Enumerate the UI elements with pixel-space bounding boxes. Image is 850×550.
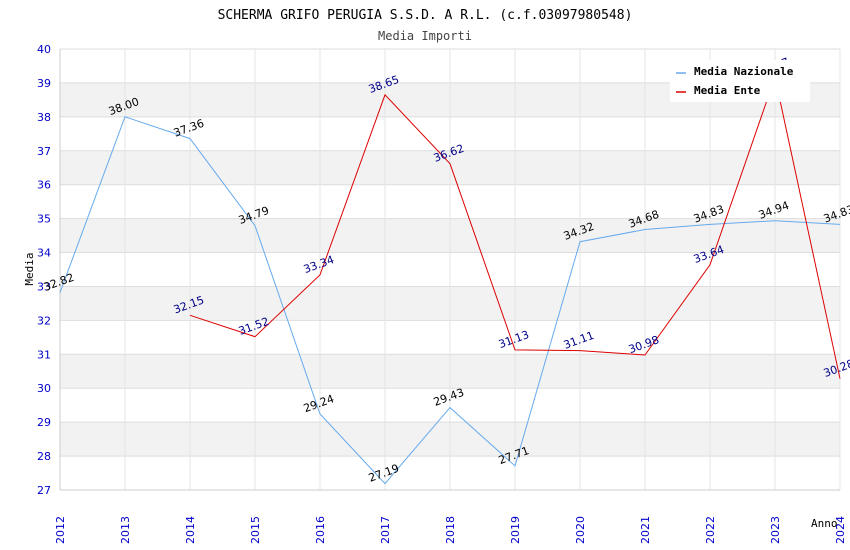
y-tick-label: 37: [37, 145, 51, 158]
x-tick-label: 2017: [379, 516, 392, 544]
x-tick-label: 2013: [119, 516, 132, 544]
legend: Media Nazionale Media Ente: [670, 60, 810, 102]
x-tick-label: 2012: [54, 516, 67, 544]
y-tick-label: 27: [37, 484, 51, 497]
x-tick-label: 2022: [704, 516, 717, 544]
x-axis-label: Anno: [811, 517, 838, 530]
y-tick-label: 36: [37, 179, 51, 192]
y-tick-label: 38: [37, 111, 51, 124]
y-tick-label: 29: [37, 416, 51, 429]
y-tick-label: 39: [37, 77, 51, 90]
y-tick-label: 30: [37, 382, 51, 395]
y-tick-label: 35: [37, 213, 51, 226]
x-tick-label: 2016: [314, 516, 327, 544]
y-tick-label: 33: [37, 280, 51, 293]
y-tick-label: 34: [37, 247, 51, 260]
y-tick-label: 31: [37, 348, 51, 361]
y-tick-label: 28: [37, 450, 51, 463]
x-tick-label: 2019: [509, 516, 522, 544]
y-tick-label: 32: [37, 314, 51, 327]
gridlines: [59, 48, 841, 491]
y-axis-label: Media: [23, 252, 36, 285]
x-tick-label: 2023: [769, 516, 782, 544]
x-axis-ticks: 2012 2013 2014 2015 2016 2017 2018 2019 2020 2021…: [54, 516, 847, 544]
x-tick-label: 2018: [444, 516, 457, 544]
chart-title: SCHERMA GRIFO PERUGIA S.S.D. A R.L. (c.f…: [218, 8, 633, 23]
x-tick-label: 2014: [184, 516, 197, 544]
x-tick-label: 2024: [834, 516, 847, 544]
x-tick-label: 2020: [574, 516, 587, 544]
series-line-nazionale: [59, 116, 841, 485]
y-axis-ticks: 27 28 29 30 31 32 33 34 35 36 37 38 39 40: [37, 43, 51, 497]
legend-label-ente: Media Ente: [694, 84, 761, 97]
x-tick-label: 2021: [639, 516, 652, 544]
chart-subtitle: Media Importi: [378, 29, 472, 43]
series-line-ente: [189, 75, 841, 379]
y-tick-label: 40: [37, 43, 51, 56]
legend-label-nazionale: Media Nazionale: [694, 65, 794, 78]
legend-box: [670, 60, 810, 102]
series-group: [59, 75, 841, 485]
x-tick-label: 2015: [249, 516, 262, 544]
